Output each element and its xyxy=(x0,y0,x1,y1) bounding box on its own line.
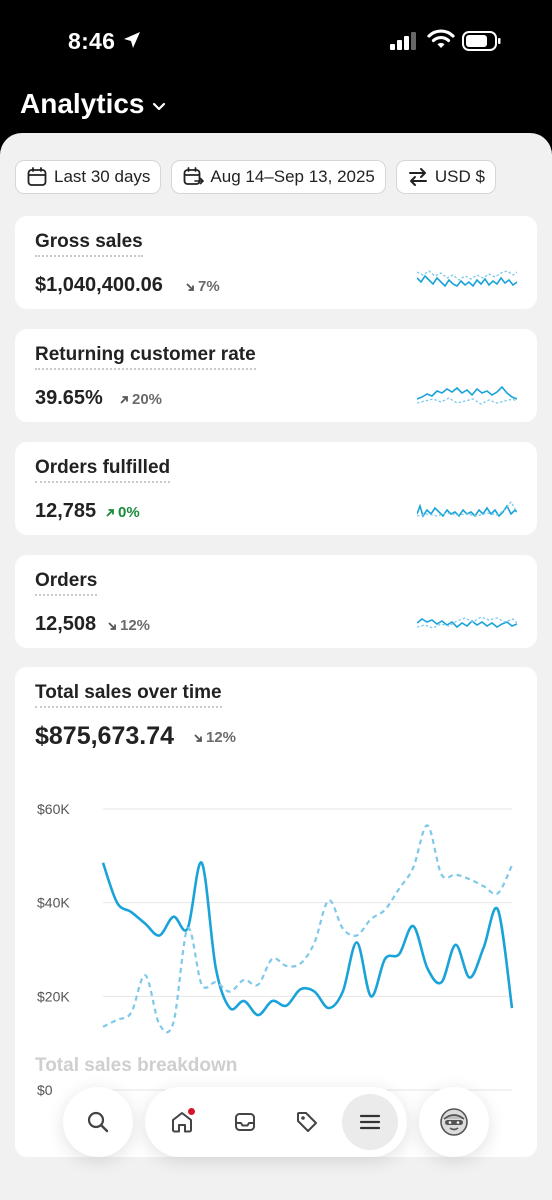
currency-button[interactable]: USD $ xyxy=(395,160,496,194)
compare-range-label: Aug 14–Sep 13, 2025 xyxy=(210,167,375,186)
metric-value: 12,785 xyxy=(35,500,97,522)
sparkline xyxy=(417,500,517,518)
menu-icon xyxy=(359,1114,380,1130)
metric-label: Gross sales xyxy=(35,231,143,257)
calendar-icon xyxy=(27,167,47,186)
arrow-down-right-icon xyxy=(108,621,116,630)
status-bar: 8:46 xyxy=(0,0,552,80)
sparkline xyxy=(417,616,517,629)
home-icon xyxy=(172,1112,193,1133)
sparkline xyxy=(417,385,517,405)
profile-tab-button[interactable] xyxy=(419,1087,489,1157)
metric-delta: 7% xyxy=(185,278,220,295)
metric-delta-value: 20% xyxy=(132,391,163,408)
y-tick-label: $20K xyxy=(37,988,70,1004)
metric-card-orders[interactable]: Orders 12,508 12% xyxy=(15,555,537,648)
wifi-icon xyxy=(427,29,455,48)
metric-card-orders-fulfilled[interactable]: Orders fulfilled 12,785 0% xyxy=(15,442,537,535)
current-series-line xyxy=(101,861,514,1017)
status-time: 8:46 xyxy=(68,28,116,54)
metric-value: 12,508 xyxy=(35,613,97,635)
compare-range-button[interactable]: Aug 14–Sep 13, 2025 xyxy=(171,160,386,194)
total-sales-value: $875,673.74 xyxy=(35,722,175,750)
total-sales-card[interactable]: Total sales over time $875,673.74 12% $0… xyxy=(15,667,537,1157)
total-sales-label: Total sales over time xyxy=(35,682,222,708)
search-tab-button[interactable] xyxy=(63,1087,133,1157)
search-icon xyxy=(87,1111,109,1133)
filter-bar: Last 30 days Aug 14–Sep 13, 2025 USD $ xyxy=(15,160,496,194)
metric-delta-value: 0% xyxy=(118,504,140,521)
currency-label: USD $ xyxy=(434,167,485,186)
inbox-icon xyxy=(234,1113,255,1131)
arrow-down-right-icon xyxy=(186,282,194,291)
cellular-signal-icon xyxy=(390,32,416,50)
tab-inbox[interactable] xyxy=(217,1094,273,1150)
tab-products[interactable] xyxy=(279,1094,335,1150)
metric-delta-value: 12% xyxy=(120,617,151,634)
metric-delta: 20% xyxy=(119,391,162,408)
arrow-down-right-icon xyxy=(194,733,202,742)
y-tick-label: $0 xyxy=(37,1082,53,1098)
metric-value: 39.65% xyxy=(35,387,103,409)
y-tick-label: $60K xyxy=(37,801,70,817)
calendar-compare-icon xyxy=(184,167,205,185)
notification-dot xyxy=(187,1107,197,1116)
metric-card-gross-sales[interactable]: Gross sales $1,040,400.06 7% xyxy=(15,216,537,309)
total-sales-chart: $0$20K$40K$60KSep 14Sep 21Sep 28Oct 5Oct… xyxy=(37,801,514,1098)
arrow-up-right-icon xyxy=(120,395,128,404)
profile-avatar-icon xyxy=(440,1108,468,1136)
sparkline xyxy=(417,270,517,288)
arrow-up-right-icon xyxy=(106,508,114,517)
y-tick-label: $40K xyxy=(37,895,70,911)
swap-arrows-icon xyxy=(408,168,427,186)
metric-delta: 0% xyxy=(105,504,140,521)
main-tab-bar xyxy=(145,1087,407,1157)
tab-home[interactable] xyxy=(154,1094,210,1150)
analytics-sheet: Last 30 days Aug 14–Sep 13, 2025 USD $ G… xyxy=(0,133,552,1200)
metric-delta: 12% xyxy=(107,617,150,634)
metric-delta-value: 7% xyxy=(198,278,220,295)
metric-card-returning-customer-rate[interactable]: Returning customer rate 39.65% 20% xyxy=(15,329,537,422)
total-sales-delta: 12% xyxy=(193,729,236,746)
battery-icon xyxy=(462,31,501,51)
tag-icon xyxy=(297,1112,318,1132)
next-section-title: Total sales breakdown xyxy=(35,1055,238,1076)
comparison-series-line xyxy=(102,824,513,1034)
page-title[interactable]: Analytics xyxy=(20,88,167,120)
tab-menu[interactable] xyxy=(341,1094,398,1150)
page-title-text: Analytics xyxy=(20,88,145,119)
metric-label: Orders fulfilled xyxy=(35,457,171,483)
date-range-button[interactable]: Last 30 days xyxy=(15,160,162,194)
metric-value: $1,040,400.06 xyxy=(35,274,163,296)
date-range-label: Last 30 days xyxy=(54,167,151,186)
chevron-down-icon xyxy=(152,102,165,111)
metric-label: Returning customer rate xyxy=(35,344,256,370)
total-sales-delta-value: 12% xyxy=(206,729,237,746)
location-arrow-icon xyxy=(124,32,140,48)
metric-label: Orders xyxy=(35,570,98,596)
